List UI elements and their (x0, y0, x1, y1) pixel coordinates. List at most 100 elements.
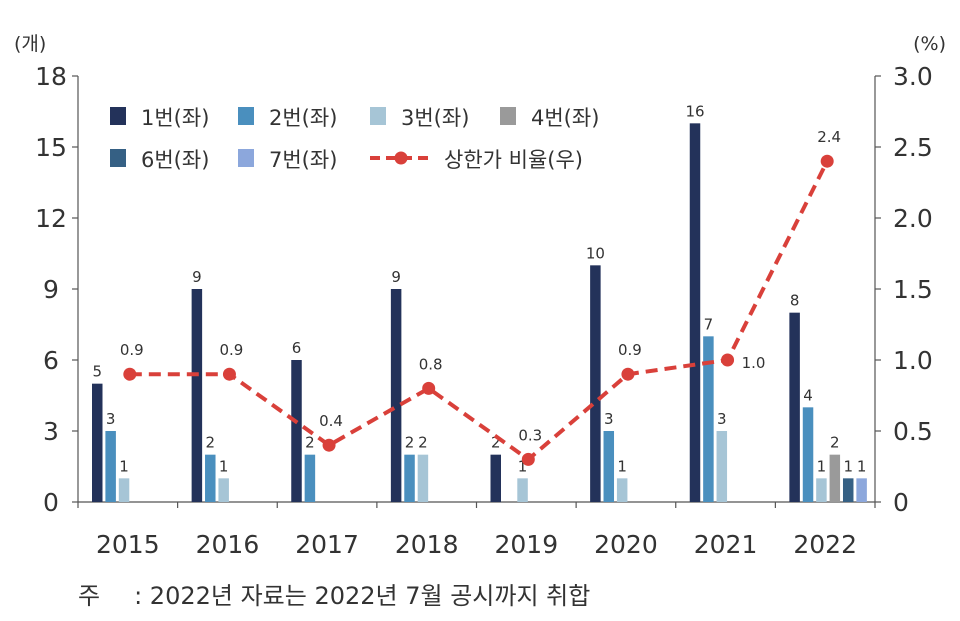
ratio-data-label: 2.4 (817, 128, 841, 146)
bar (829, 454, 841, 502)
bar (191, 289, 203, 502)
legend-label: 6번(좌) (141, 148, 209, 172)
bar-data-label: 2 (305, 434, 315, 452)
left-tick-label: 12 (35, 204, 67, 233)
bar-data-label: 2 (491, 434, 501, 452)
x-tick-label: 2022 (793, 530, 857, 559)
bar-data-label: 2 (206, 434, 216, 452)
bar (218, 478, 229, 502)
bar-data-label: 9 (391, 268, 401, 286)
ratio-data-label: 0.4 (319, 412, 343, 430)
left-axis-unit: (개) (14, 33, 46, 55)
legend-label: 3번(좌) (401, 106, 469, 130)
bar-data-label: 4 (803, 386, 813, 404)
bar (816, 478, 827, 502)
bar-data-label: 1 (857, 457, 867, 475)
bar-data-label: 1 (119, 457, 129, 475)
legend-label: 상한가 비율(우) (444, 148, 583, 172)
legend-swatch (238, 107, 254, 125)
ratio-point (521, 452, 535, 466)
ratio-data-label: 1.0 (742, 354, 766, 372)
legend-swatch (110, 149, 126, 167)
x-tick-label: 2020 (594, 530, 658, 559)
left-tick-label: 15 (35, 133, 67, 162)
bar-data-label: 1 (518, 457, 528, 475)
ratio-point (123, 367, 137, 381)
bar-data-label: 1 (219, 457, 229, 475)
right-tick-label: 0 (893, 488, 909, 517)
left-tick-label: 6 (43, 346, 59, 375)
legend-label: 1번(좌) (141, 106, 209, 130)
footnote-text: : 2022년 자료는 2022년 7월 공시까지 취합 (134, 582, 591, 610)
bar (716, 431, 728, 502)
bar-data-label: 2 (830, 434, 840, 452)
right-tick-label: 2.5 (893, 133, 933, 162)
bar (703, 336, 714, 502)
bar (616, 478, 628, 502)
bar (92, 383, 103, 502)
footnote: 주 : 2022년 자료는 2022년 7월 공시까지 취합 (78, 576, 590, 611)
bar (205, 454, 216, 502)
bar (603, 431, 615, 502)
ratio-data-label: 0.9 (220, 341, 244, 359)
bar-data-label: 2 (405, 434, 415, 452)
legend-swatch (500, 107, 516, 125)
bar-data-label: 1 (843, 457, 853, 475)
left-tick-label: 18 (35, 62, 67, 91)
legend-swatch (370, 107, 386, 125)
ratio-point (222, 367, 236, 381)
legend-line-marker (394, 151, 408, 165)
bar (802, 407, 814, 502)
left-tick-label: 9 (43, 275, 59, 304)
bar (856, 478, 867, 502)
bar (417, 454, 429, 502)
ratio-data-label: 0.9 (618, 341, 642, 359)
ratio-point (322, 438, 336, 452)
bar-data-label: 3 (106, 410, 116, 428)
bar-data-label: 10 (586, 244, 605, 262)
ratio-point (621, 367, 635, 381)
x-tick-label: 2015 (96, 530, 160, 559)
x-tick-label: 2021 (694, 530, 758, 559)
bar (590, 265, 601, 502)
legend-label: 7번(좌) (269, 148, 337, 172)
legend-swatch (110, 107, 126, 125)
bar (304, 454, 316, 502)
x-tick-label: 2017 (295, 530, 359, 559)
bar (689, 123, 701, 502)
bar-data-label: 6 (292, 339, 302, 357)
ratio-data-label: 0.8 (419, 355, 443, 373)
ratio-point (422, 381, 436, 395)
right-tick-label: 3.0 (893, 62, 933, 91)
right-tick-label: 0.5 (893, 417, 933, 446)
bar-data-label: 1 (817, 457, 827, 475)
bar-data-label: 8 (790, 292, 800, 310)
ratio-point (820, 154, 834, 168)
bar (390, 289, 402, 502)
bar (517, 478, 528, 502)
footnote-label: 주 (78, 582, 101, 610)
bar-data-label: 2 (418, 434, 428, 452)
ratio-data-label: 0.3 (518, 426, 542, 444)
x-tick-label: 2016 (196, 530, 260, 559)
bar-data-label: 1 (617, 457, 627, 475)
ratio-point (721, 353, 735, 367)
bar (291, 360, 302, 502)
bar-data-label: 5 (92, 363, 102, 381)
right-tick-label: 2.0 (893, 204, 933, 233)
right-axis-unit: (%) (913, 33, 946, 55)
bar (404, 454, 415, 502)
ratio-data-label: 0.9 (120, 341, 144, 359)
bar (789, 312, 800, 502)
bar-data-label: 3 (717, 410, 727, 428)
bar-data-label: 16 (685, 102, 704, 120)
x-tick-label: 2018 (395, 530, 459, 559)
ratio-line (129, 160, 829, 462)
x-tick-label: 2019 (495, 530, 559, 559)
bar (118, 478, 130, 502)
bar (842, 478, 854, 502)
left-tick-label: 0 (43, 488, 59, 517)
right-tick-label: 1.5 (893, 275, 933, 304)
